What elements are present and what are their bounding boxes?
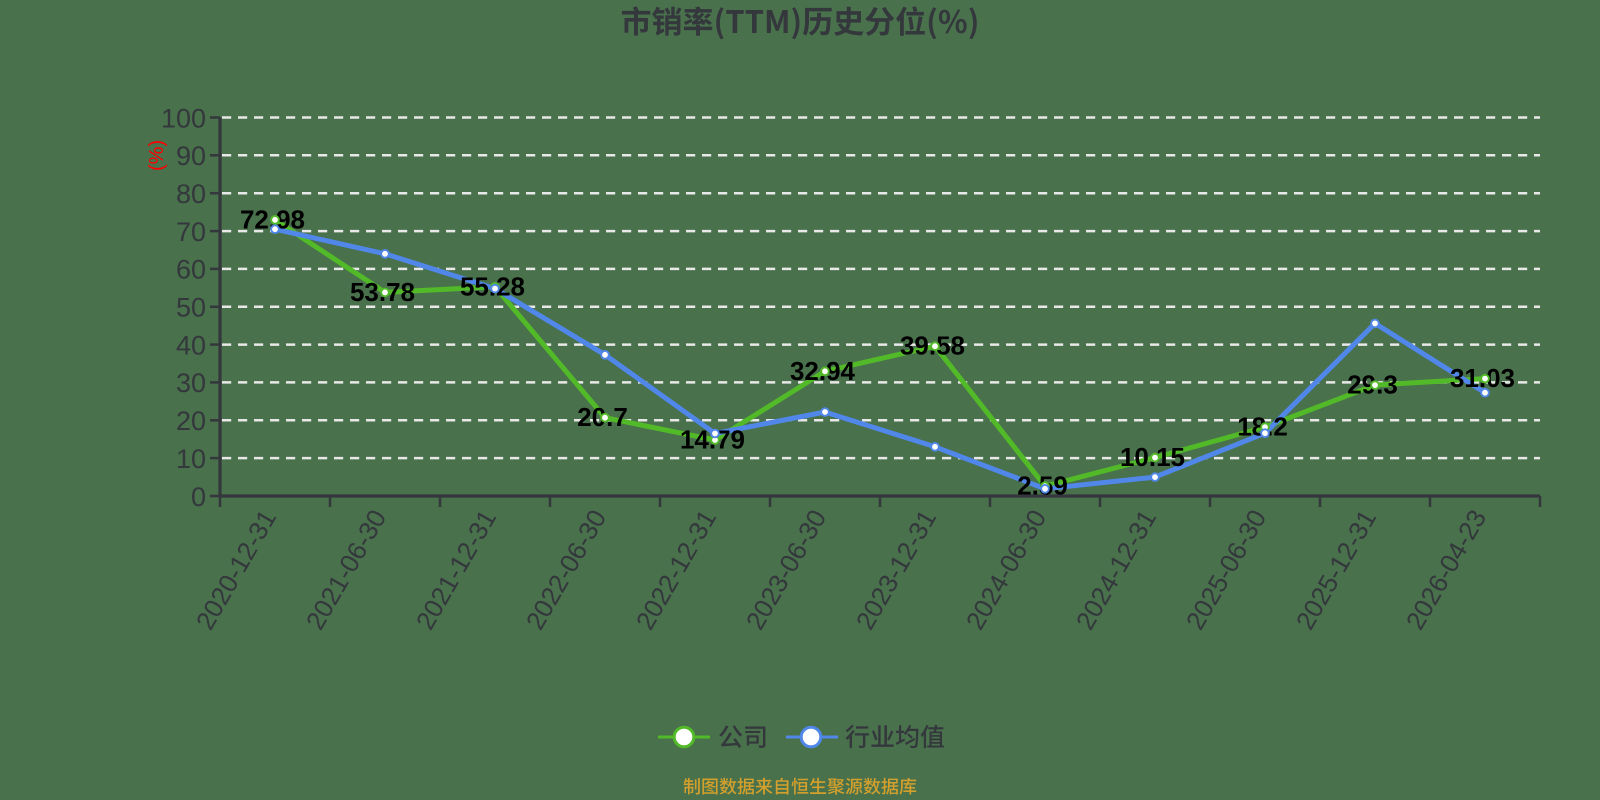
svg-text:30: 30: [176, 368, 206, 398]
svg-text:40: 40: [176, 330, 206, 360]
svg-text:(%): (%): [146, 140, 168, 171]
svg-text:100: 100: [161, 103, 206, 133]
svg-text:0: 0: [191, 482, 206, 512]
svg-text:90: 90: [176, 141, 206, 171]
svg-text:50: 50: [176, 293, 206, 323]
svg-text:20: 20: [176, 406, 206, 436]
svg-text:70: 70: [176, 217, 206, 247]
svg-text:10: 10: [176, 444, 206, 474]
svg-text:60: 60: [176, 255, 206, 285]
svg-text:80: 80: [176, 179, 206, 209]
